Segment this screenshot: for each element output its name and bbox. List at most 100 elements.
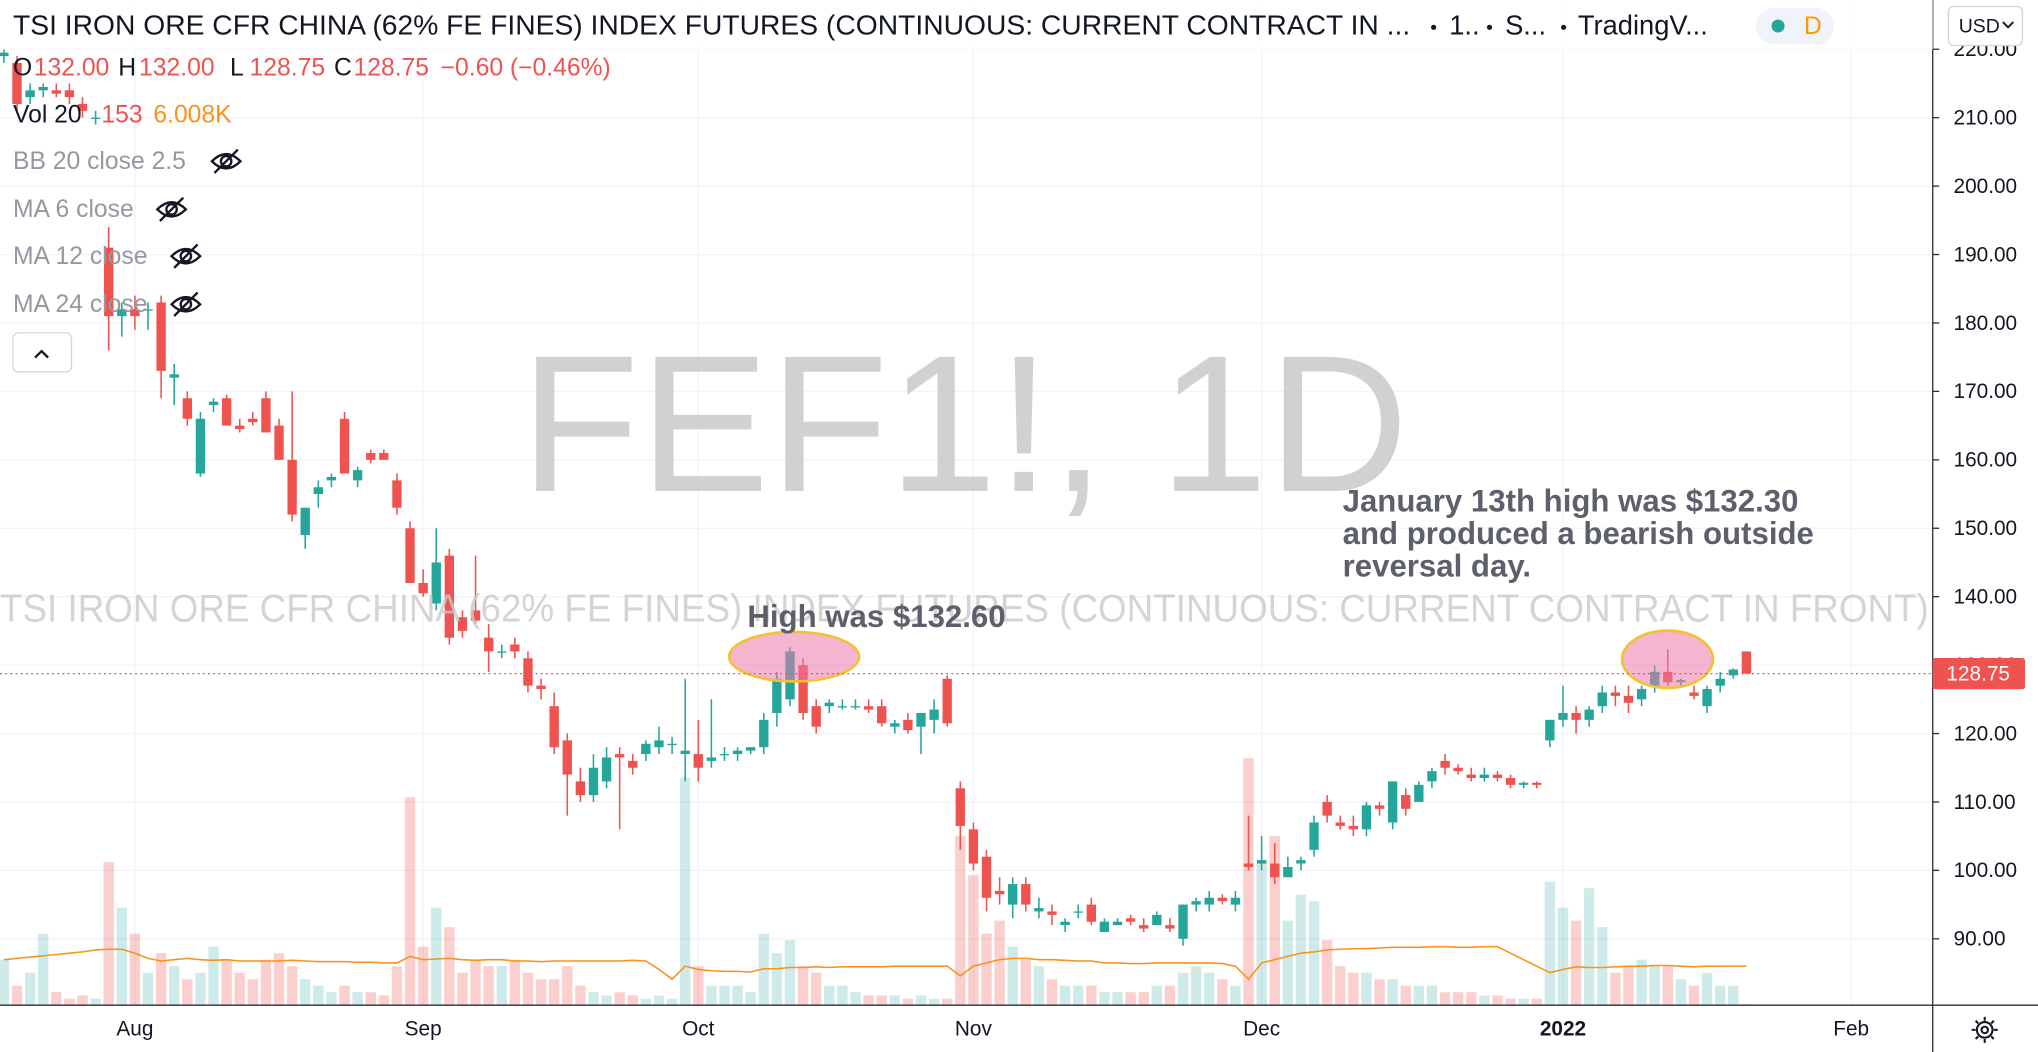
symbol-title[interactable]: TSI IRON ORE CFR CHINA (62% FE FINES) IN…	[13, 10, 1410, 41]
candle-body	[274, 425, 284, 460]
candle-body	[1715, 678, 1725, 686]
candle-body	[90, 117, 101, 119]
indicator[interactable]: MA 6 close	[13, 196, 134, 223]
volume-bar	[1597, 927, 1608, 1006]
volume-bar	[38, 933, 49, 1006]
y-tick-label: 90.00	[1954, 928, 2006, 951]
candle-body	[601, 757, 612, 782]
provider[interactable]: TradingV...	[1578, 10, 1708, 41]
separator	[1486, 24, 1493, 30]
volume-bar	[1387, 979, 1398, 1006]
annotation: reversal day.	[1343, 548, 1531, 583]
candle-body	[1401, 795, 1411, 809]
x-tick-label: Nov	[955, 1017, 993, 1040]
hidden-icon[interactable]	[210, 148, 243, 174]
volume-bar	[1544, 881, 1556, 1006]
legend-value: 132.00	[34, 54, 109, 81]
candle-body	[1532, 782, 1542, 785]
candle-body	[942, 678, 952, 724]
volume-bar	[837, 985, 848, 1006]
volume-bar	[11, 985, 23, 1006]
indicator[interactable]: BB 20 close 2.5	[13, 148, 186, 175]
candle-body	[143, 309, 153, 311]
volume-bar	[588, 992, 599, 1006]
candle-body	[1191, 901, 1201, 905]
candle-body	[1545, 719, 1555, 741]
volume-bar	[1059, 985, 1071, 1006]
candle-body	[1034, 908, 1044, 912]
candle-body	[431, 562, 441, 604]
volume-bar	[1662, 966, 1673, 1006]
volume-bar	[1321, 940, 1333, 1006]
volume-bar	[1675, 979, 1687, 1006]
interval[interactable]: 1..	[1449, 10, 1479, 41]
candle-body	[1309, 822, 1319, 850]
volume-bar	[810, 972, 822, 1006]
candle-body	[352, 470, 363, 481]
candle-body	[182, 398, 192, 419]
candle-body	[38, 86, 48, 91]
x-tick-label: Sep	[405, 1017, 442, 1040]
candle-body	[1008, 884, 1018, 905]
candle-body	[1322, 801, 1332, 816]
candle-body	[981, 856, 992, 898]
volume-bar	[1361, 972, 1372, 1006]
volume-bar	[496, 966, 507, 1006]
volume-legend-name[interactable]: Vol 20	[13, 101, 82, 128]
volume-bar	[1046, 979, 1058, 1006]
volume-bar	[719, 985, 730, 1006]
ohlc-legend: O 132.00 H 132.00 L 128.75 C 128.75 −0.6…	[12, 54, 611, 373]
candle-body	[366, 452, 376, 460]
hidden-icon[interactable]	[169, 243, 202, 269]
candle-body	[759, 719, 769, 748]
candle-body	[1139, 925, 1149, 929]
volume-bar	[640, 998, 652, 1006]
volume-bar	[483, 966, 494, 1006]
y-tick-label: 170.00	[1954, 380, 2018, 403]
legend-value: 128.75	[250, 54, 325, 81]
indicator[interactable]: MA 12 close	[13, 243, 147, 270]
volume-bar	[103, 862, 114, 1006]
candle-body	[798, 665, 808, 714]
axes: 90.00100.00110.00120.00130.00140.00150.0…	[116, 38, 2026, 1040]
volume-bar	[902, 998, 914, 1006]
volume-bar	[300, 979, 311, 1006]
volume-bar	[1125, 992, 1136, 1006]
annotation: January 13th high was $132.30	[1343, 483, 1799, 518]
caret-up	[34, 349, 49, 359]
volume-bar	[1282, 920, 1294, 1006]
volume-bar	[169, 966, 180, 1006]
candle-body	[405, 528, 415, 583]
volume-bar	[313, 985, 324, 1006]
volume-bar	[1138, 992, 1149, 1006]
candle-body	[1047, 911, 1057, 915]
hidden-icon[interactable]	[155, 196, 188, 222]
volume-bar	[1505, 998, 1516, 1006]
candle-body	[1597, 692, 1607, 707]
candle-body	[510, 644, 520, 652]
volume-bar	[1269, 836, 1280, 1006]
volume-legend-ma: 6.008K	[153, 101, 232, 128]
settings-button[interactable]	[1971, 1016, 1998, 1043]
exchange[interactable]: S...	[1505, 10, 1546, 41]
candle-body	[523, 658, 533, 686]
volume-bar	[1007, 946, 1018, 1006]
watermark: FEF1!, 1D	[520, 315, 1408, 533]
candle-body	[811, 706, 821, 727]
candle-body	[470, 610, 481, 621]
volume-bar	[1531, 998, 1542, 1006]
candle-body	[1296, 860, 1306, 864]
volume-bar	[784, 940, 796, 1006]
indicator[interactable]: MA 24 close	[13, 291, 147, 318]
volume-bar	[745, 992, 756, 1006]
status-dot	[1771, 19, 1785, 33]
hidden-icon[interactable]	[169, 291, 202, 317]
candle-body	[300, 507, 310, 536]
volume-bar	[548, 979, 560, 1006]
status-badge[interactable]	[1755, 7, 1834, 45]
currency-button[interactable]	[1947, 5, 2024, 47]
x-tick-label: Feb	[1833, 1017, 1869, 1040]
candle-body	[169, 374, 179, 378]
volume-bar	[1099, 992, 1110, 1006]
